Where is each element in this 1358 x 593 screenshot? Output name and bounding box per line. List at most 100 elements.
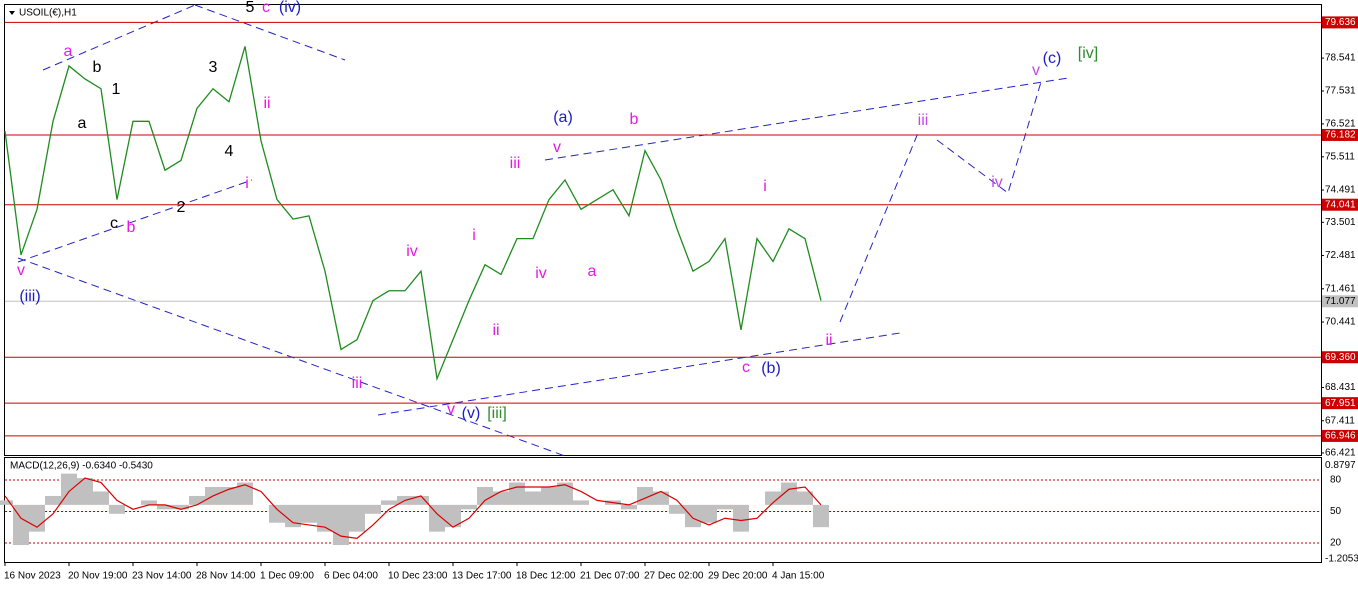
wave-label: 1 [112,81,121,98]
macd-bar [189,495,205,505]
level-label-box [1322,397,1358,410]
level-label-box [1322,198,1358,211]
y-tick-label: 68.431 [1325,382,1356,393]
wave-label: iv [991,174,1003,191]
wave-label: (a) [553,109,573,126]
macd-bar [237,482,253,505]
level-label: 69.360 [1325,352,1356,363]
wave-label: v [17,262,25,279]
last-price-box [1322,295,1358,308]
macd-bar [733,504,749,532]
menu-arrow[interactable] [9,11,15,15]
trend-line [42,4,196,71]
wave-label: a [588,263,597,280]
macd-bar [301,504,317,523]
last-price-label: 71.077 [1325,296,1356,307]
wave-label: v [1032,62,1040,79]
macd-bar [413,495,429,505]
trend-line [17,179,253,263]
wave-label: v [447,401,455,418]
y-tick-label: 78.541 [1325,53,1356,64]
macd-bar [141,500,157,505]
macd-bar [381,500,397,505]
wave-label: i [763,178,767,195]
x-tick-label: 27 Dec 02:00 [644,571,704,582]
wave-label: (b) [761,360,781,377]
wave-label: 4 [225,143,234,160]
macd-bar [77,478,93,505]
y-tick-label: 71.461 [1325,283,1356,294]
y-tick-label: 70.441 [1325,317,1356,328]
wave-label: [iv] [1078,45,1098,62]
x-tick-label: 23 Nov 14:00 [132,571,192,582]
wave-label: c [742,359,750,376]
level-label: 74.041 [1325,199,1356,210]
wave-label: iii [352,375,363,392]
macd-bar [157,504,173,510]
wave-label: (c) [1043,50,1062,67]
y-tick-label: 67.411 [1325,415,1355,426]
macd-bar [0,500,13,505]
wave-label: (iv) [279,0,301,16]
macd-bar [317,504,333,532]
wave-label: i [245,175,249,192]
symbol-title: USOIL(€),H1 [19,8,77,19]
wave-label: 2 [177,199,186,216]
macd-bar [173,504,189,510]
wave-label: (v) [462,405,481,422]
level-label-box [1322,16,1358,29]
trend-line [194,4,346,61]
wave-label: iii [918,112,929,129]
wave-label: [iii] [487,405,507,422]
macd-bar [429,504,445,532]
y2-tick-label: 50 [1330,506,1342,517]
level-label: 76.182 [1325,130,1356,141]
macd-bar [109,504,125,514]
x-tick-label: 16 Nov 2023 [4,571,61,582]
wave-label: v [553,139,561,156]
macd-bar [717,504,733,510]
wave-label: ii [825,332,832,349]
y-tick-label: 76.521 [1325,119,1356,130]
macd-bar [685,504,701,528]
wave-label: iv [406,243,418,260]
macd-bar [333,504,349,546]
y-tick-label: 74.491 [1325,185,1356,196]
macd-bar [621,504,637,510]
level-label-box [1322,128,1358,141]
y2-tick-label: 20 [1330,538,1342,549]
x-tick-label: 13 Dec 17:00 [452,571,512,582]
wave-label: iv [535,265,547,282]
macd-bar [557,482,573,505]
wave-label: a [64,43,73,60]
macd-bar [493,491,509,505]
x-tick-label: 10 Dec 23:00 [388,571,448,582]
macd-bar [669,504,685,514]
level-label: 66.946 [1325,431,1356,442]
macd-bar [461,504,477,510]
level-label: 67.951 [1325,398,1356,409]
y2-tick-label: 80 [1330,475,1342,486]
x-tick-label: 18 Dec 12:00 [516,571,576,582]
wave-label: b [127,219,136,236]
x-tick-label: 4 Jan 15:00 [772,571,825,582]
level-label-box [1322,351,1358,364]
x-tick-label: 1 Dec 09:00 [260,571,314,582]
wave-label: c [110,215,118,232]
main-panel-frame [4,4,1322,456]
wave-label: 5 [246,0,255,16]
macd-bar [477,487,493,505]
wave-label: 3 [209,59,218,76]
wave-label: i [472,227,476,244]
y-tick-label: 75.511 [1325,151,1355,162]
macd-bar [813,504,829,528]
macd-bar [45,495,61,505]
trend-line [544,77,1069,161]
y-tick-label: 0.8797 [1325,460,1356,471]
macd-bar [573,500,589,505]
macd-bar [13,504,29,546]
macd-bar [349,504,365,532]
macd-bar [525,491,541,505]
level-label-box [1322,429,1358,442]
